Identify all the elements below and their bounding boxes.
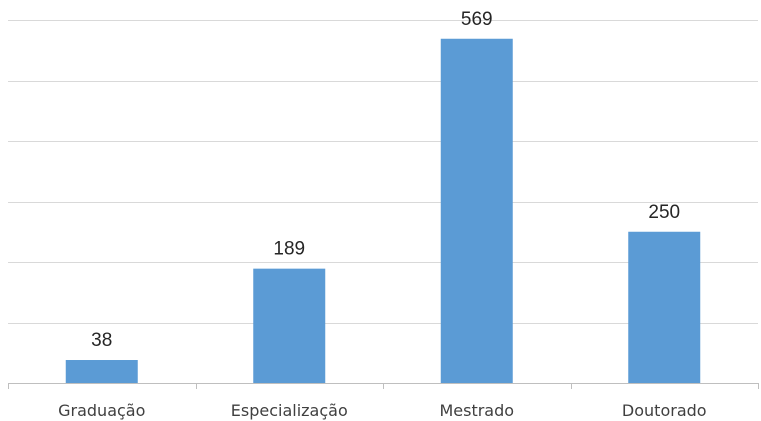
data-label: 250 — [648, 202, 680, 223]
category-label: Especialização — [231, 401, 348, 420]
bar-graduacao — [65, 360, 138, 383]
category-labels: Graduação Especialização Mestrado Doutorado — [58, 401, 706, 420]
bar-mestrado — [440, 38, 513, 383]
category-label: Doutorado — [622, 401, 707, 420]
data-label: 38 — [91, 330, 112, 351]
x-axis — [8, 383, 759, 389]
data-label: 189 — [273, 239, 305, 260]
data-labels: 38 189 569 250 — [91, 9, 680, 351]
bar-especializacao — [253, 268, 326, 383]
category-label: Mestrado — [439, 401, 514, 420]
bar-doutorado — [628, 231, 701, 383]
category-label: Graduação — [58, 401, 145, 420]
bars — [65, 38, 701, 383]
data-label: 569 — [461, 9, 493, 30]
